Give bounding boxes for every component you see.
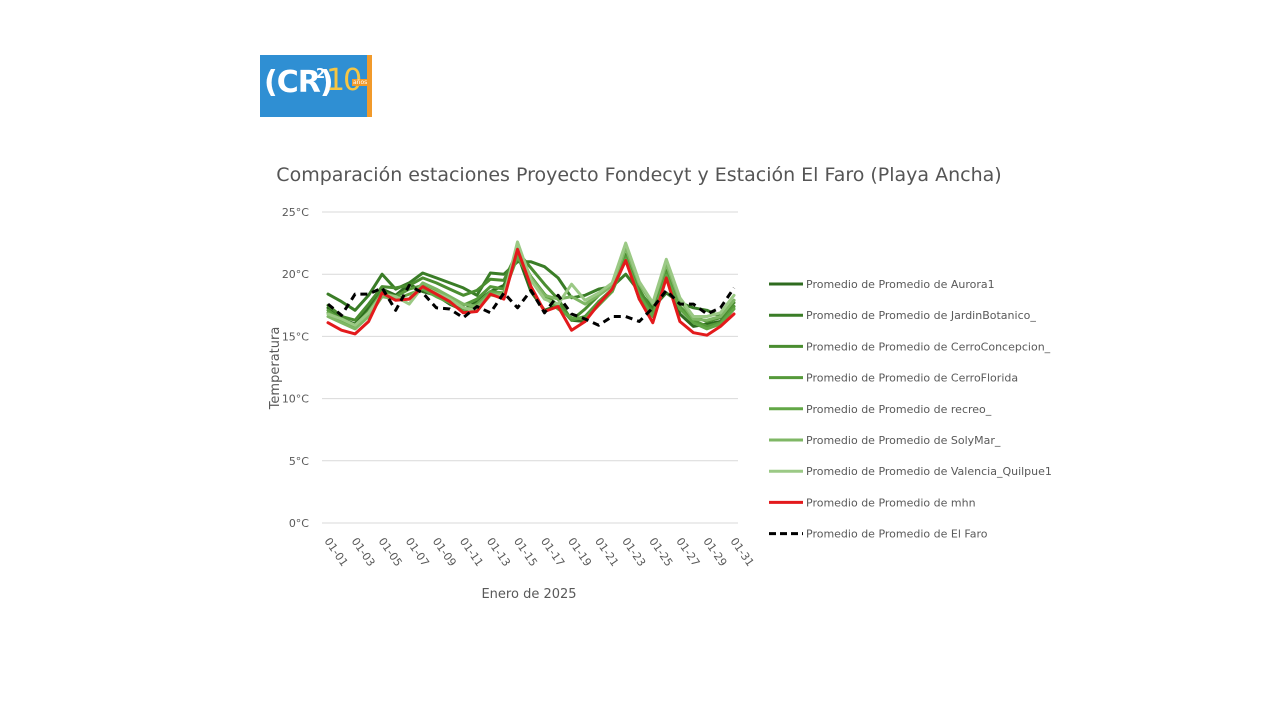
x-tick-label: 01-15 <box>511 535 540 569</box>
x-tick-label: 01-25 <box>646 535 675 569</box>
series-line-8 <box>326 247 736 337</box>
y-axis-ticks: 0°C 5°C 10°C 15°C 20°C 25°C <box>282 206 309 530</box>
x-tick-label: 01-23 <box>619 535 648 569</box>
x-axis-title: Enero de 2025 <box>481 587 576 602</box>
x-tick-label: 01-17 <box>538 535 567 569</box>
x-tick-label: 01-19 <box>565 535 594 569</box>
x-tick-label: 01-07 <box>403 535 432 569</box>
x-tick-label: 01-01 <box>322 535 351 569</box>
x-tick-label: 01-11 <box>457 535 486 569</box>
y-tick-label: 10°C <box>282 393 309 406</box>
x-tick-label: 01-13 <box>484 535 513 569</box>
y-tick-label: 20°C <box>282 268 309 281</box>
x-tick-label: 01-29 <box>700 535 729 569</box>
x-axis-ticks: 01-0101-0301-0501-0701-0901-1101-1301-15… <box>322 535 757 569</box>
y-tick-label: 0°C <box>289 517 309 530</box>
x-tick-label: 01-09 <box>430 535 459 569</box>
logo-cr-text: (CR) <box>264 65 334 100</box>
legend-label: Promedio de Promedio de Valencia_Quilpue… <box>806 465 1052 478</box>
chart-series <box>326 240 736 337</box>
x-tick-label: 01-21 <box>592 535 621 569</box>
y-tick-label: 25°C <box>282 206 309 219</box>
x-tick-label: 01-27 <box>673 535 702 569</box>
legend-label: Promedio de Promedio de Aurora1 <box>806 278 995 291</box>
cr2-logo: (CR) 2 10 años <box>260 55 372 117</box>
y-tick-label: 5°C <box>289 455 309 468</box>
series-line-9 <box>327 283 736 327</box>
chart-legend: Promedio de Promedio de Aurora1 Promedio … <box>769 278 1052 541</box>
logo-anos-text: años <box>352 79 369 86</box>
legend-label: Promedio de Promedio de CerroFlorida <box>806 372 1018 385</box>
legend-label: Promedio de Promedio de recreo_ <box>806 403 992 416</box>
x-tick-label: 01-05 <box>376 535 405 569</box>
y-tick-label: 15°C <box>282 330 309 343</box>
x-tick-label: 01-03 <box>349 535 378 569</box>
chart-title: Comparación estaciones Proyecto Fondecyt… <box>276 164 1001 186</box>
legend-label: Promedio de Promedio de El Faro <box>806 528 988 541</box>
x-tick-label: 01-31 <box>728 535 757 569</box>
legend-label: Promedio de Promedio de mhn <box>806 496 976 509</box>
series-line-3 <box>326 250 736 323</box>
legend-label: Promedio de Promedio de SolyMar_ <box>806 434 1001 447</box>
chart-gridlines <box>322 211 738 524</box>
legend-label: Promedio de Promedio de JardinBotanico_ <box>806 309 1036 322</box>
logo-stripe <box>367 55 372 117</box>
y-axis-title: Temperatura <box>268 327 283 411</box>
logo-superscript: 2 <box>316 67 326 82</box>
legend-label: Promedio de Promedio de CerroConcepcion_ <box>806 340 1051 353</box>
series-line-7 <box>326 240 736 327</box>
